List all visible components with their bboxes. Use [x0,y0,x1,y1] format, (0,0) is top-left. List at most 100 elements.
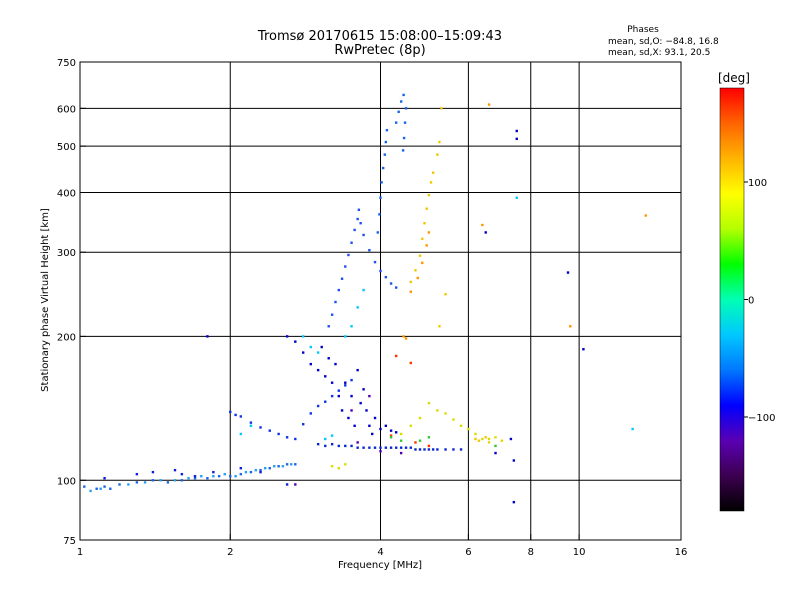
data-point [484,231,487,234]
data-point [309,345,312,349]
data-point [294,340,297,343]
data-point [356,446,359,449]
data-point [402,93,405,97]
data-point [135,481,139,484]
data-point [249,421,253,424]
data-point [402,136,406,140]
data-point [512,459,516,462]
data-point [384,140,388,144]
data-point [425,244,428,247]
data-point [344,384,347,387]
colorbar-ticks: 100 0 −100 [744,178,775,424]
data-point [402,335,405,338]
data-point [151,479,155,482]
data-point [509,437,513,441]
x-tick-label: 1 [77,547,83,558]
data-point [409,361,412,365]
data-point [500,439,504,442]
data-point [281,465,285,468]
data-point [394,121,398,124]
data-point [368,394,371,398]
data-point [389,446,393,449]
data-point [217,474,221,478]
data-point [389,436,393,439]
data-point [379,427,382,431]
y-tick-label: 750 [57,58,76,69]
data-point [356,368,359,372]
data-point [512,500,516,504]
plot-area: 1 2 4 6 8 10 16 75 100 200 300 400 500 600 750 [57,58,687,558]
data-point [379,269,382,273]
y-tick-label: 500 [57,142,76,153]
data-point [421,237,424,241]
data-point [414,441,417,444]
data-point [373,416,377,420]
data-point [359,222,362,225]
data-point [389,434,393,437]
data-point [409,424,412,428]
data-point [494,451,497,455]
y-tick-label: 200 [57,332,76,343]
data-point [285,463,289,466]
data-point [394,431,398,434]
data-point [316,442,320,446]
data-point [109,487,112,490]
data-point [159,479,162,482]
x-tick-label: 8 [528,547,534,558]
x-tick-label: 2 [227,547,233,558]
data-point [379,450,382,453]
chart-title: Tromsø 20170615 15:08:00–15:09:43 [257,29,502,44]
data-point [259,470,262,474]
data-point [229,474,232,478]
data-point [423,448,426,451]
data-point [334,300,337,304]
data-point [494,436,497,439]
data-point [337,394,341,398]
colorbar-label: [deg] [718,71,750,85]
data-point [173,468,177,472]
data-point [389,282,393,285]
data-point [444,448,447,451]
data-point [436,448,439,451]
data-point [249,424,253,428]
x-axis-ticks: 1 2 4 6 8 10 16 [77,534,688,558]
data-point [337,288,341,292]
data-point [409,280,412,284]
data-point [316,368,320,372]
data-point [330,434,334,437]
x-tick-label: 16 [675,547,688,558]
data-point [427,444,431,448]
data-point [362,446,365,449]
data-point [389,429,393,432]
data-point [344,265,347,268]
data-point [373,260,377,264]
data-point [444,293,447,296]
data-point [384,446,388,449]
data-point [438,325,441,328]
data-point [309,362,312,366]
data-point [249,470,253,474]
data-point [474,437,477,441]
data-point [380,181,383,184]
data-point [487,103,491,106]
data-point [467,427,470,431]
data-point [324,400,327,403]
data-point [582,348,585,351]
data-point [427,448,431,451]
data-point [487,437,491,441]
data-point [373,446,377,449]
data-point [83,485,86,488]
data-point [383,153,386,156]
data-point [180,479,184,482]
y-tick-label: 300 [57,248,76,259]
data-point [268,429,271,432]
data-point [350,409,353,412]
data-point [273,465,276,468]
data-point [301,335,305,338]
data-point [268,466,271,470]
chart-subtitle: RwPretec (8p) [334,43,425,58]
data-points [83,93,647,504]
data-point [334,362,337,366]
data-point [350,394,353,398]
data-point [399,100,403,103]
